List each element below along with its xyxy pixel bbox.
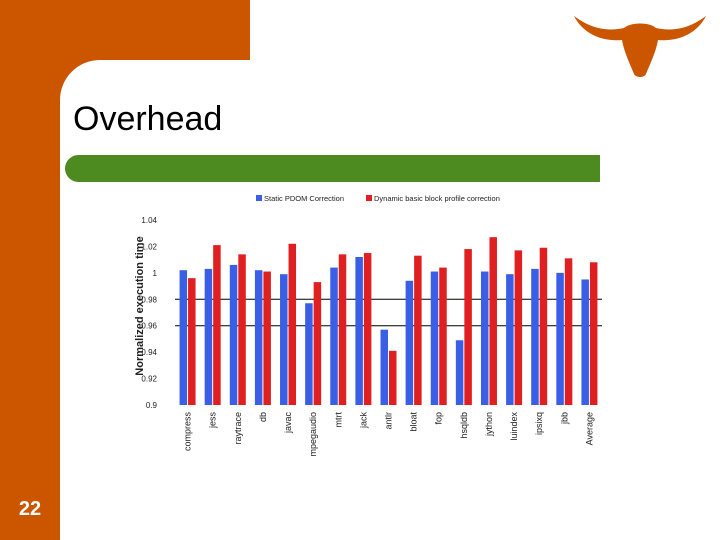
bar-dynamic-jack xyxy=(363,253,372,405)
longhorn-icon xyxy=(572,8,708,85)
bar-dynamic-luindex xyxy=(514,250,523,405)
y-tick-label: 1 xyxy=(153,269,158,278)
y-tick-label: 0.92 xyxy=(141,375,157,384)
bar-dynamic-javac xyxy=(288,243,297,405)
bar-static-javac xyxy=(280,274,288,405)
x-tick-label: bloat xyxy=(409,412,419,432)
y-tick-label: 0.98 xyxy=(141,295,157,304)
bar-dynamic-fop xyxy=(439,267,447,405)
y-axis-title: Normalized execution time xyxy=(134,236,146,375)
bar-static-mtrt xyxy=(330,267,338,405)
bar-static-Average xyxy=(581,279,589,405)
x-tick-label: db xyxy=(258,412,268,422)
bar-dynamic-lusearch xyxy=(539,247,548,405)
bar-static-db xyxy=(254,270,263,405)
y-tick-label: 0.9 xyxy=(146,401,158,410)
corner-curve xyxy=(60,60,100,100)
page-title: Overhead xyxy=(73,100,223,138)
bar-static-luindex xyxy=(506,274,514,405)
bar-dynamic-antlr xyxy=(389,350,397,405)
x-tick-label: ipsixq xyxy=(534,412,544,435)
legend-label-static: Static PDOM Correction xyxy=(264,194,344,203)
x-tick-label: jess xyxy=(208,412,218,430)
x-tick-label: mtrt xyxy=(333,412,343,428)
bar-static-hsqldb xyxy=(455,340,464,405)
bar-static-jess xyxy=(204,268,213,405)
x-tick-label: luindex xyxy=(509,412,519,441)
title-underline-bar xyxy=(65,155,600,182)
legend-swatch-static xyxy=(256,195,262,201)
bar-dynamic-jess xyxy=(213,245,221,405)
bar-static-mpegaudio xyxy=(305,303,313,405)
bar-static-jack xyxy=(355,257,363,405)
bar-dynamic-bloat xyxy=(414,255,422,405)
x-tick-label: raytrace xyxy=(233,412,243,445)
x-tick-label: fop xyxy=(434,412,444,425)
x-tick-label: jython xyxy=(484,412,494,437)
legend-label-dynamic: Dynamic basic block profile correction xyxy=(374,194,500,203)
bar-dynamic-jython xyxy=(489,237,497,405)
x-tick-label: antlr xyxy=(384,412,394,430)
reference-lines xyxy=(175,298,602,327)
bar-dynamic-pmd xyxy=(564,258,573,405)
bar-chart: Static PDOM Correction Dynamic basic blo… xyxy=(134,194,602,457)
legend-swatch-dynamic xyxy=(366,195,372,201)
x-tick-label: javac xyxy=(283,412,293,435)
bar-dynamic-db xyxy=(263,271,271,405)
bar-static-jython xyxy=(480,271,489,405)
x-tick-label: jack xyxy=(358,412,368,430)
bar-dynamic-raytrace xyxy=(238,254,246,405)
x-tick-label: compress xyxy=(183,412,193,452)
category-labels: compress jess raytrace db javac mpegaudio mtrt… xyxy=(183,412,595,457)
chart-legend: Static PDOM Correction Dynamic basic blo… xyxy=(256,194,500,203)
y-axis-ticks: 0.9 0.92 0.94 0.96 0.98 1 1.02 1.04 xyxy=(141,216,157,410)
bar-static-bloat xyxy=(405,280,414,405)
x-tick-label: mpegaudio xyxy=(308,412,318,457)
bar-dynamic-Average xyxy=(589,262,598,405)
x-tick-label: hsqldb xyxy=(459,412,469,439)
top-orange-bar xyxy=(60,0,250,60)
bar-dynamic-mpegaudio xyxy=(313,282,322,405)
bar-static-antlr xyxy=(380,329,388,405)
y-tick-label: 1.04 xyxy=(141,216,157,225)
y-tick-label: 0.94 xyxy=(141,348,157,357)
bar-dynamic-compress xyxy=(188,278,196,405)
x-tick-label: jbb xyxy=(559,412,569,425)
x-tick-label: Average xyxy=(584,412,594,445)
bar-dynamic-mtrt xyxy=(338,254,347,405)
bar-static-pmd xyxy=(556,272,564,405)
y-tick-label: 0.96 xyxy=(141,322,157,331)
bar-static-compress xyxy=(179,270,188,405)
bar-static-lusearch xyxy=(531,268,539,405)
bars xyxy=(179,237,598,405)
slide-number: 22 xyxy=(18,498,42,520)
left-orange-bar xyxy=(0,0,60,540)
bar-dynamic-hsqldb xyxy=(464,249,472,405)
y-tick-label: 1.02 xyxy=(141,242,157,251)
bar-static-fop xyxy=(430,271,439,405)
bar-static-raytrace xyxy=(229,264,238,405)
